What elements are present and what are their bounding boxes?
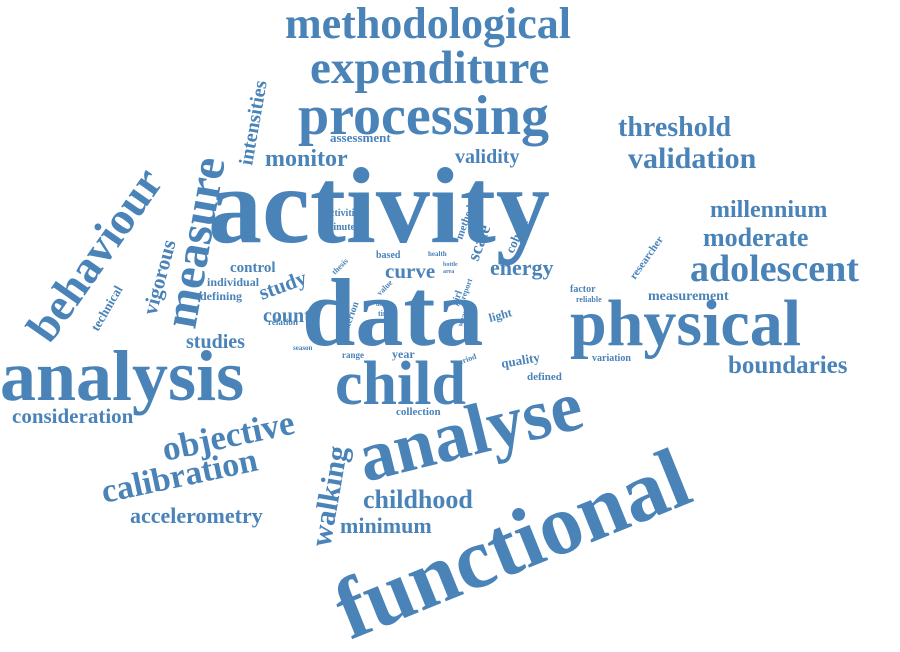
word-researcher: researcher bbox=[628, 234, 666, 282]
word-childhood: childhood bbox=[363, 485, 473, 514]
word-assessment: assessment bbox=[330, 130, 391, 145]
word-variation: variation bbox=[592, 353, 631, 364]
word-time: time bbox=[378, 309, 394, 318]
word-millennium: millennium bbox=[710, 197, 827, 223]
word-validation: validation bbox=[628, 142, 757, 175]
word-defining: defining bbox=[200, 289, 242, 303]
word-control: control bbox=[230, 260, 276, 276]
word-accelerometry: accelerometry bbox=[130, 503, 263, 528]
word-activities: activities bbox=[325, 208, 363, 219]
word-relation: relation bbox=[268, 317, 298, 327]
word-adolescent: adolescent bbox=[690, 248, 859, 290]
word-methodological: methodological bbox=[285, 0, 571, 48]
word-season: season bbox=[293, 344, 313, 352]
word-individual: individual bbox=[207, 275, 260, 289]
word-physical: physical bbox=[570, 287, 801, 360]
word-energy: energy bbox=[490, 255, 554, 280]
word-quality: quality bbox=[500, 349, 542, 371]
word-activity: activity bbox=[208, 147, 550, 266]
word-threshold: threshold bbox=[618, 112, 731, 143]
word-minute: minute bbox=[325, 222, 356, 233]
word-intra: intra bbox=[376, 302, 389, 308]
word-health: health bbox=[428, 250, 447, 258]
word-consideration: consideration bbox=[12, 404, 134, 428]
word-boundaries: boundaries bbox=[728, 352, 848, 379]
word-light: light bbox=[487, 305, 513, 325]
